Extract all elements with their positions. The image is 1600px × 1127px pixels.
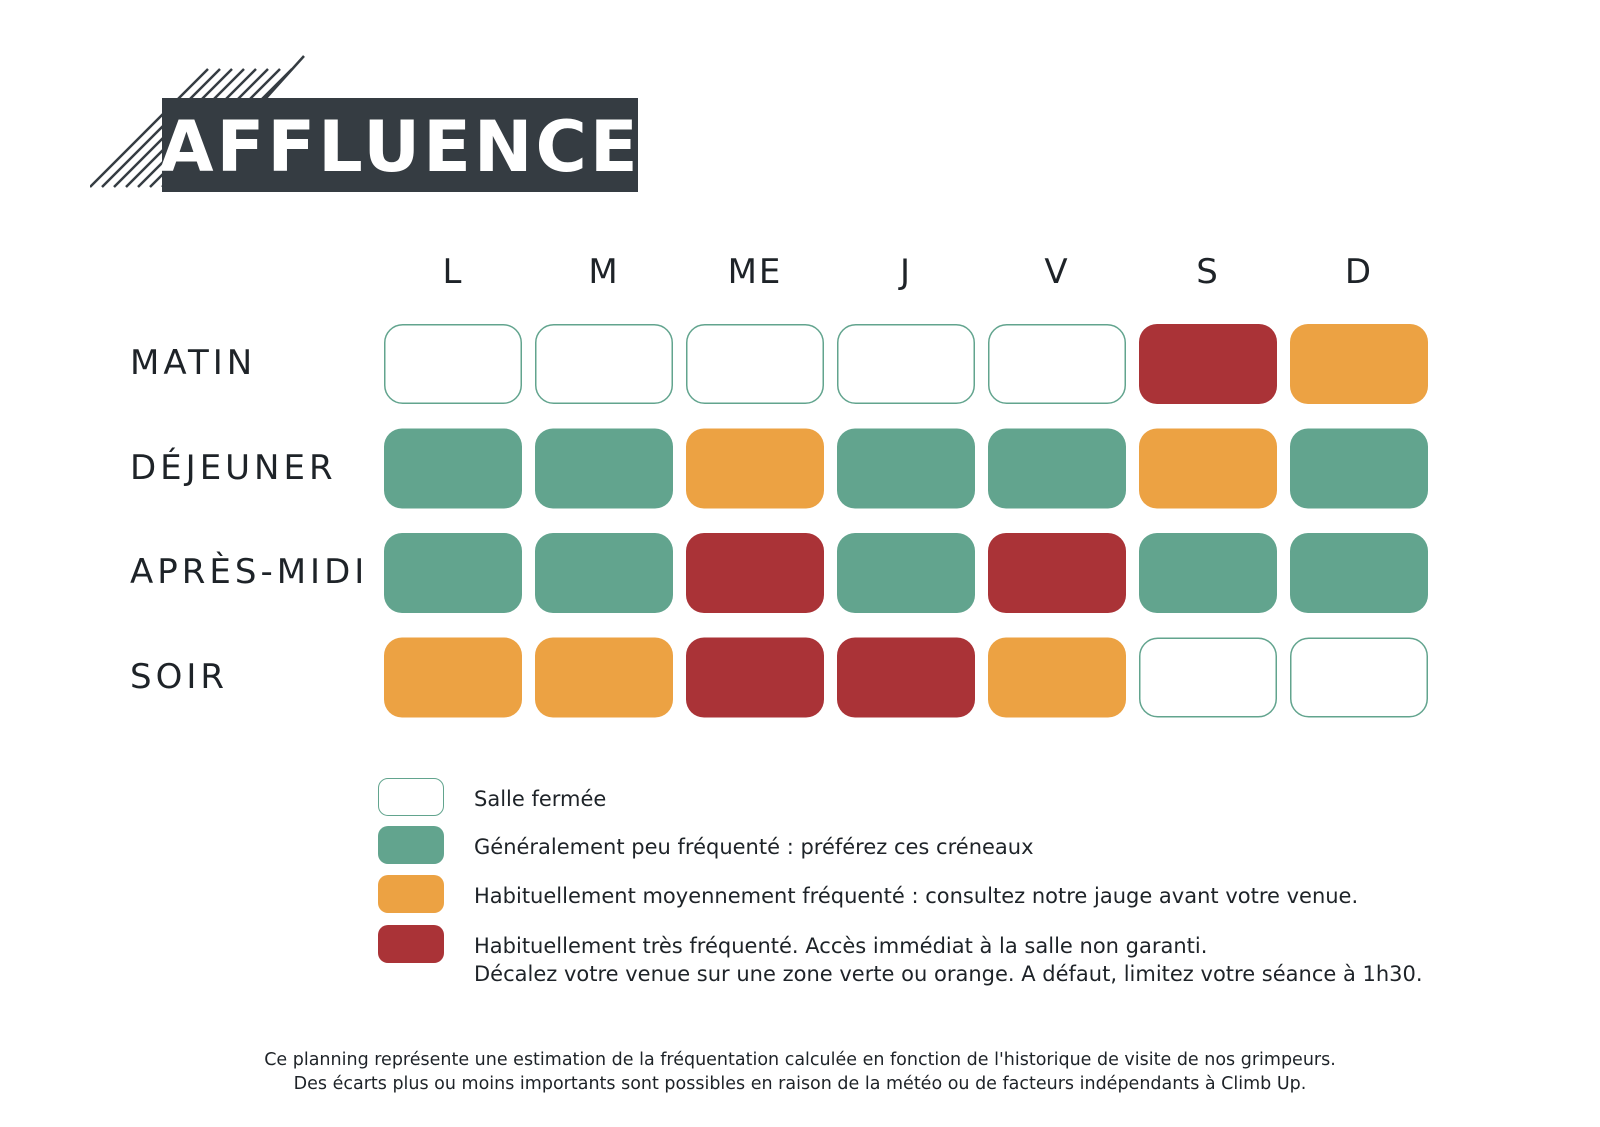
day-label-m: M	[588, 252, 620, 292]
cell-apres-midi-j	[837, 533, 975, 613]
row-label-dejeuner: DÉJEUNER	[130, 447, 337, 488]
cell-soir-me	[686, 637, 824, 718]
cell-dejeuner-j	[837, 428, 975, 509]
legend-text-high-1: Habituellement très fréquenté. Accès imm…	[474, 934, 1208, 958]
day-label-l: L	[442, 252, 464, 292]
cell-matin-v	[988, 324, 1126, 404]
cell-soir-d	[1290, 637, 1428, 718]
cell-soir-m	[535, 637, 673, 718]
legend-text-medium: Habituellement moyennement fréquenté : c…	[474, 884, 1359, 908]
cell-matin-me	[686, 324, 824, 404]
cell-soir-s	[1139, 637, 1277, 718]
title-box: AFFLUENCE	[159, 98, 641, 192]
row-label-matin: MATIN	[130, 343, 257, 383]
cell-dejeuner-m	[535, 428, 673, 509]
legend-swatch-medium	[378, 875, 444, 913]
cell-matin-m	[535, 324, 673, 404]
legend-text-closed: Salle fermée	[474, 787, 607, 811]
cell-soir-v	[988, 637, 1126, 718]
row-label-soir: SOIR	[130, 656, 228, 697]
cell-apres-midi-l	[384, 533, 522, 613]
cell-matin-j	[837, 324, 975, 404]
row-label-apres-midi: APRÈS-MIDI	[130, 552, 369, 592]
cell-matin-l	[384, 324, 522, 404]
title-banner: AFFLUENCE	[90, 54, 650, 194]
cell-dejeuner-v	[988, 428, 1126, 509]
day-label-j: J	[899, 252, 913, 292]
day-label-s: S	[1196, 252, 1220, 292]
legend-swatch-closed	[378, 778, 444, 816]
cell-dejeuner-l	[384, 428, 522, 509]
day-label-d: D	[1344, 252, 1374, 292]
cell-apres-midi-v	[988, 533, 1126, 613]
day-label-me: ME	[727, 252, 783, 292]
cell-apres-midi-d	[1290, 533, 1428, 613]
cell-apres-midi-me	[686, 533, 824, 613]
legend-text-high-2: Décalez votre venue sur une zone verte o…	[474, 962, 1423, 986]
cell-soir-l	[384, 637, 522, 718]
cell-dejeuner-me	[686, 428, 824, 509]
legend-swatch-low	[378, 826, 444, 864]
cell-apres-midi-s	[1139, 533, 1277, 613]
day-label-v: V	[1044, 252, 1070, 292]
legend-text-low: Généralement peu fréquenté : préférez ce…	[474, 835, 1034, 859]
cell-soir-j	[837, 637, 975, 718]
legend-swatch-high	[378, 925, 444, 963]
footnote-line-2: Des écarts plus ou moins importants sont…	[293, 1074, 1307, 1094]
cell-matin-s	[1139, 324, 1277, 404]
cell-dejeuner-d	[1290, 428, 1428, 509]
page-title: AFFLUENCE	[159, 106, 641, 188]
cell-matin-d	[1290, 324, 1428, 404]
cell-apres-midi-m	[535, 533, 673, 613]
footnote-line-1: Ce planning représente une estimation de…	[264, 1050, 1336, 1070]
cell-dejeuner-s	[1139, 428, 1277, 509]
